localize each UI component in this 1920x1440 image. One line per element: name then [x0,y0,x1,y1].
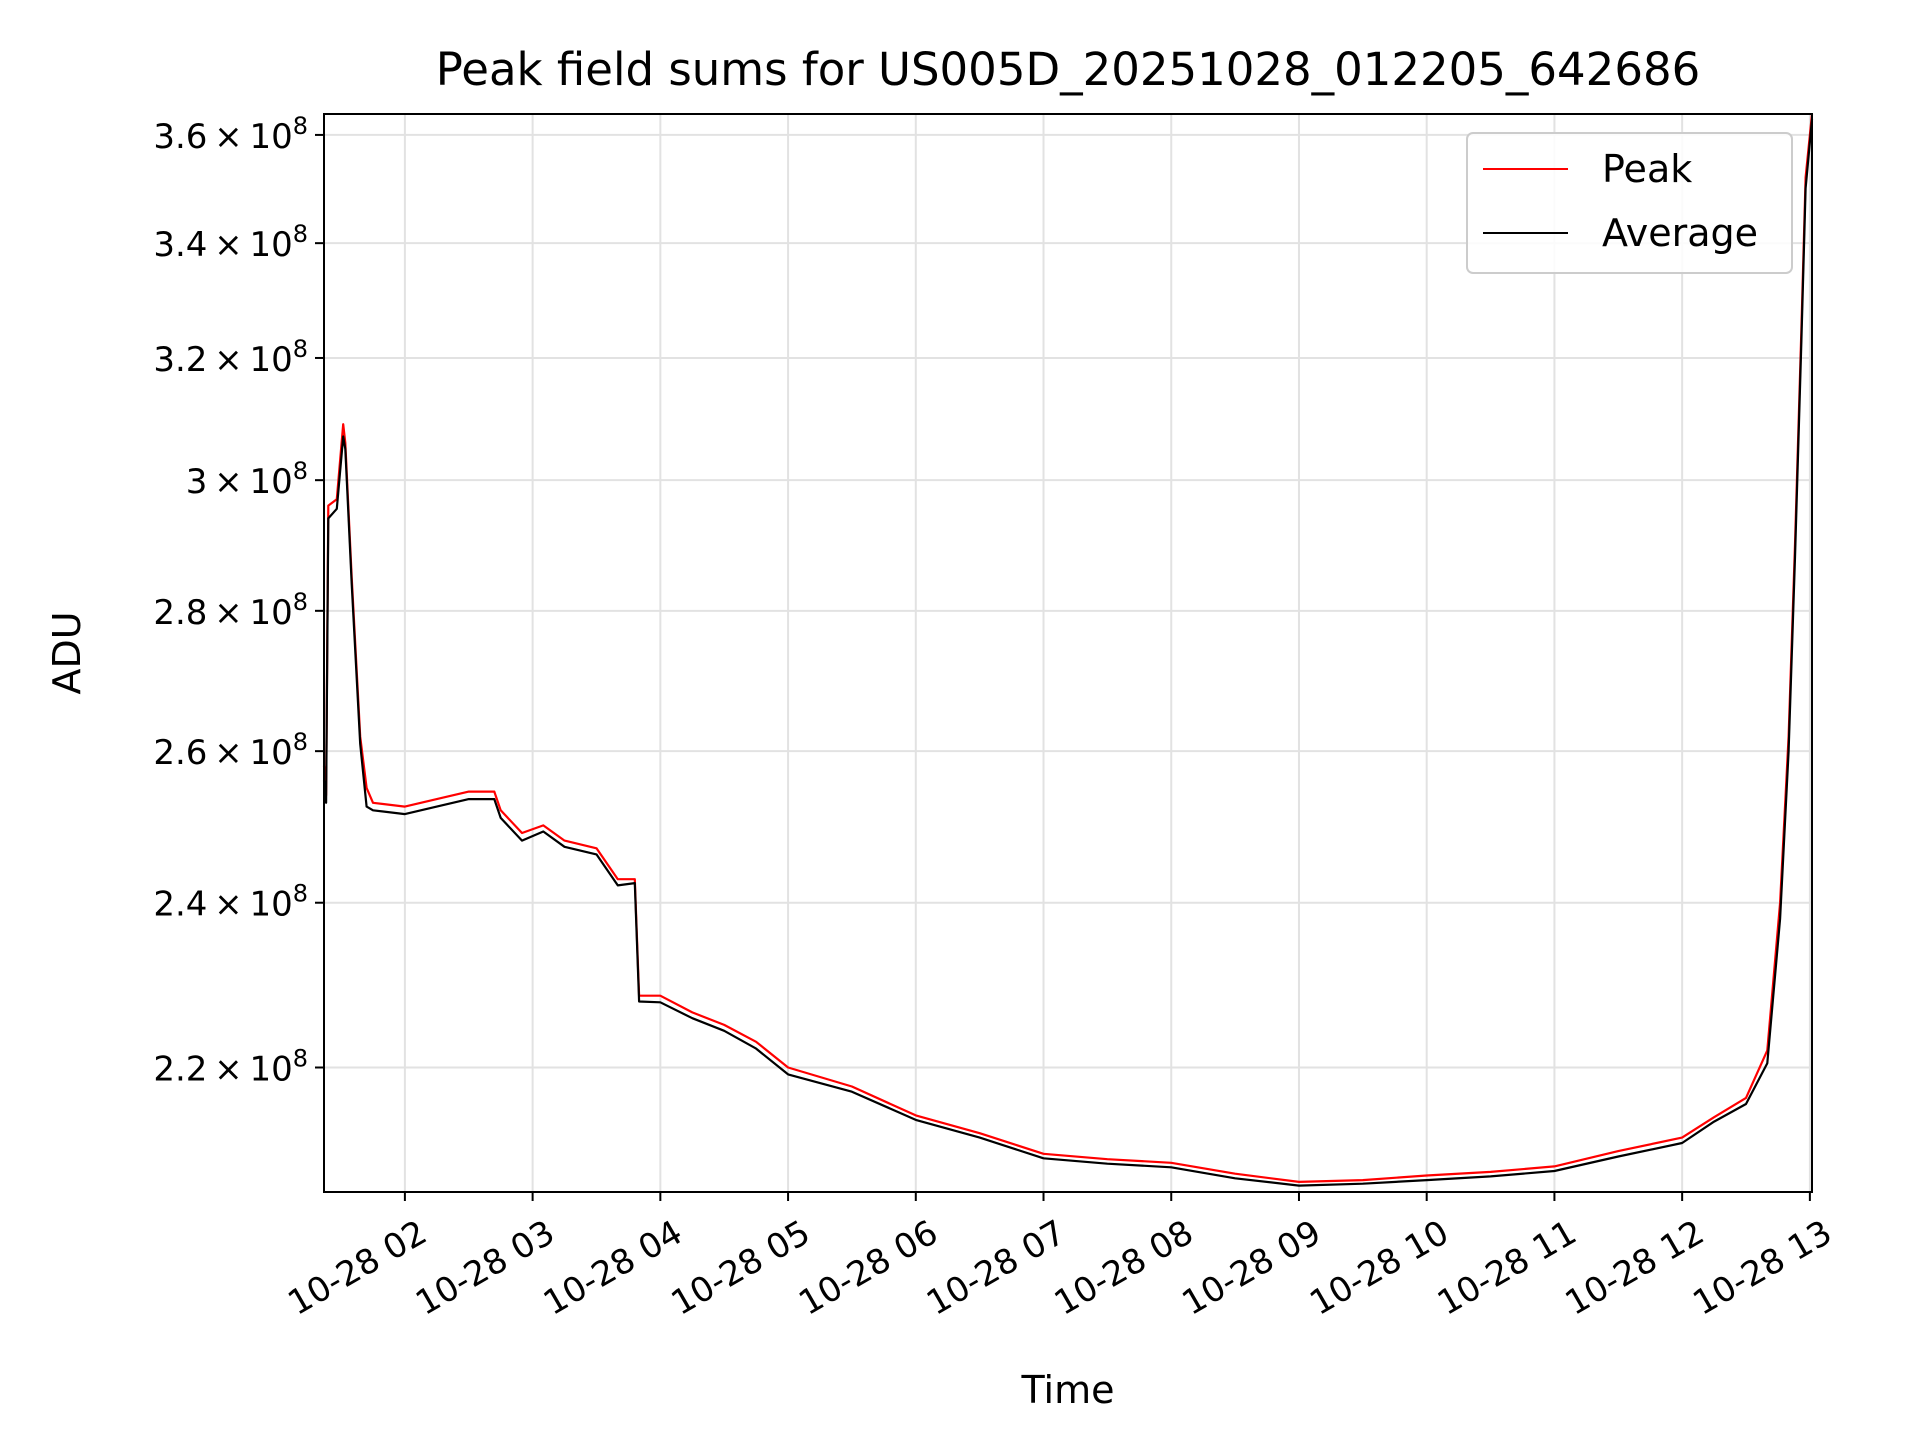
legend: Peak Average [1466,132,1793,274]
legend-label-peak: Peak [1602,147,1692,191]
y-tick-label: 2.2 × 108 [153,1044,308,1089]
y-tick-label: 3.6 × 108 [153,112,308,157]
plot-area [324,114,1812,1192]
grid [324,114,1812,1192]
y-tick-label: 2.4 × 108 [153,880,308,925]
y-axis-label: ADU [45,611,89,694]
legend-label-average: Average [1602,211,1758,255]
x-axis-label: Time [1021,1368,1115,1412]
y-tick-label: 3.2 × 108 [153,335,308,380]
series-line-average [322,119,1814,1187]
y-tick-label: 3 × 108 [186,457,308,502]
chart-title: Peak field sums for US005D_20251028_0122… [436,43,1700,96]
y-tick-label: 3.4 × 108 [153,220,308,265]
series-line-peak [322,113,1814,1184]
y-tick-label: 2.6 × 108 [153,728,308,773]
series-layer [322,113,1814,1187]
plot-frame [323,113,1813,1193]
y-tick-label: 2.8 × 108 [153,588,308,633]
y-axis: 2.2 × 108 2.4 × 108 2.6 × 108 2.8 × 108 3 × … [153,112,324,1089]
